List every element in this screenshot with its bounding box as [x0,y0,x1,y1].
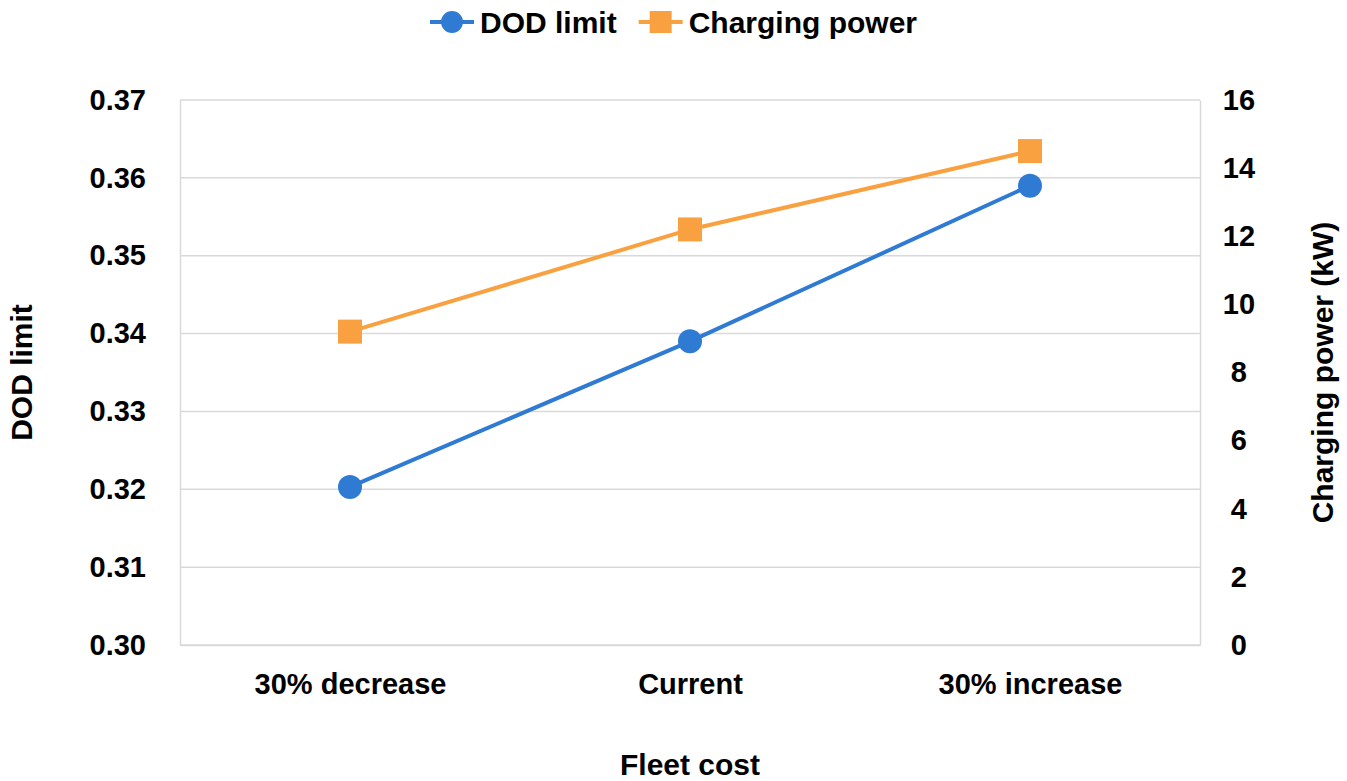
tick-label: 16 [1223,84,1255,116]
grid-line [180,489,1200,491]
tick: 12 [1200,220,1255,252]
tick: 8 [1200,356,1247,388]
tick: 0.35 [90,239,180,271]
tick: 0.37 [90,84,180,116]
tick-mark [174,567,180,568]
tick-mark [1200,441,1206,442]
tick-label: 8 [1231,356,1247,388]
tick-label: Current [638,668,743,700]
legend: DOD limit Charging power [430,6,917,39]
point [678,329,702,353]
tick-mark [350,645,351,651]
point [338,475,362,499]
tick-mark [174,334,180,335]
tick-label: 30% decrease [255,668,447,700]
legend-item: DOD limit [430,6,617,39]
legend-item: Charging power [639,6,918,39]
point [1018,139,1042,163]
tick: 0.34 [90,317,180,349]
tick: 14 [1200,152,1255,184]
tick-mark [174,178,180,179]
tick-mark [1200,373,1206,374]
point [338,320,362,344]
tick: 16 [1200,84,1255,116]
tick: 0.32 [90,473,180,505]
y2-axis: 0 2 4 6 8 10 12 14 16 [1200,84,1255,661]
chart: 0.30 0.31 0.32 0.33 0.34 0.35 0.36 0.37 0 2 4 6 8 10 1… [0,0,1347,781]
tick: 30% decrease [255,645,447,700]
x-axis: 30% decrease Current 30% increase [181,645,1201,700]
tick: 0.31 [90,551,180,583]
tick-label: 0.32 [90,473,146,505]
tick-label: 0.30 [90,629,146,661]
axis-line [180,101,182,646]
grid-line [180,255,1200,257]
tick-mark [1200,577,1206,578]
tick-label: 0.31 [90,551,146,583]
grid-line [180,99,1200,101]
y-axis-title: DOD limit [5,304,38,441]
axis-line [181,645,1201,647]
line [350,186,1030,487]
tick-mark [1030,645,1031,651]
tick-label: 0.37 [90,84,146,116]
tick-label: 12 [1223,220,1255,252]
point [1018,174,1042,198]
tick: 2 [1200,561,1247,593]
tick-label: 0.36 [90,162,146,194]
tick-mark [1200,236,1206,237]
tick-label: 0 [1231,629,1247,661]
tick: 0.33 [90,395,180,427]
line [350,151,1030,332]
x-axis-title: Fleet cost [620,748,760,781]
tick-label: 10 [1223,288,1255,320]
plot-area [338,139,1042,499]
axis-line [1200,101,1202,646]
tick-mark [174,100,180,101]
tick: 30% increase [939,645,1123,700]
tick: 4 [1200,493,1247,525]
grid-line [180,566,1200,568]
legend-label: Charging power [689,6,918,39]
tick-mark [1200,645,1206,646]
y2-axis-title: Charging power (kW) [1306,222,1339,524]
tick-mark [174,256,180,257]
tick-mark [174,489,180,490]
grid-line [180,411,1200,413]
point [678,217,702,241]
grid-line [180,644,1200,646]
tick: 0 [1200,629,1247,661]
series [338,174,1042,499]
tick-label: 6 [1231,424,1247,456]
tick: 0.36 [90,162,180,194]
tick: Current [638,645,743,700]
tick-mark [174,645,180,646]
series [338,139,1042,344]
tick-mark [1200,168,1206,169]
tick-mark [690,645,691,651]
tick-mark [174,411,180,412]
tick-mark [1200,100,1206,101]
tick: 0.30 [90,629,180,661]
tick-label: 0.35 [90,239,146,271]
grid-line [180,177,1200,179]
legend-marker [441,11,463,33]
y-axis: 0.30 0.31 0.32 0.33 0.34 0.35 0.36 0.37 [90,84,181,661]
tick-label: 14 [1223,152,1255,184]
tick-mark [1200,509,1206,510]
tick-label: 4 [1231,493,1247,525]
grid [180,100,1200,645]
tick-label: 30% increase [939,668,1123,700]
tick-label: 2 [1231,561,1247,593]
tick-mark [1200,304,1206,305]
tick: 10 [1200,288,1255,320]
tick-label: 0.34 [90,317,146,349]
tick: 6 [1200,424,1247,456]
legend-marker [650,11,672,33]
tick-label: 0.33 [90,395,146,427]
legend-label: DOD limit [480,6,617,39]
